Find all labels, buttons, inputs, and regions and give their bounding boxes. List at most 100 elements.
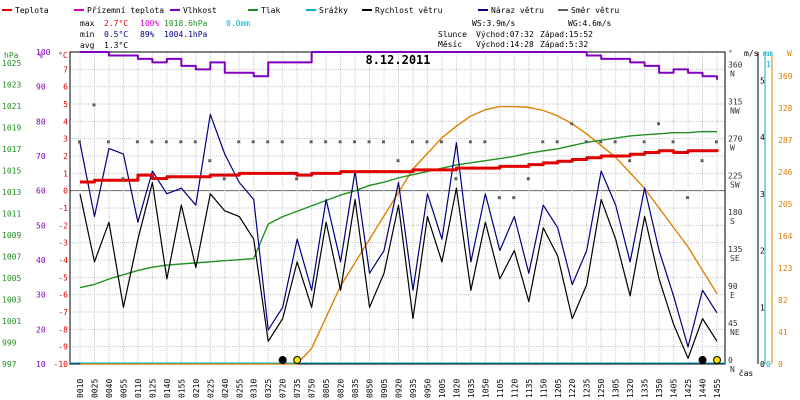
- wind-direction-point: [150, 140, 154, 144]
- winddir-cardinal-label: NE: [730, 328, 740, 337]
- x-tick-label: 0125: [148, 379, 157, 398]
- time-axis-label: čas: [739, 368, 754, 378]
- stats-avg-temp: 1.3°C: [104, 41, 128, 50]
- wind-speed-tick-label: 3: [760, 190, 765, 199]
- wind-direction-point: [483, 140, 487, 144]
- sun-set: Západ:15:52: [540, 30, 593, 39]
- pressure-tick-label: 1005: [2, 274, 21, 283]
- wind-direction-point: [468, 140, 472, 144]
- winddir-cardinal-label: E: [730, 291, 735, 300]
- solar-line: [80, 105, 718, 365]
- pressure-tick-label: 1007: [2, 252, 21, 261]
- x-tick-label: 0140: [163, 379, 172, 398]
- humidity-tick-label: 100: [36, 48, 51, 57]
- wind-wg: WG:4.6m/s: [568, 19, 612, 28]
- temp-tick-label: 5: [63, 100, 68, 109]
- wind-speed-tick-label: 2: [760, 247, 765, 256]
- x-tick-label: 1120: [510, 379, 519, 398]
- x-tick-label: 0720: [279, 379, 288, 398]
- wind-direction-point: [295, 177, 299, 181]
- winddir-tick-label: 0: [728, 356, 733, 365]
- sun-label: Slunce: [438, 30, 467, 39]
- ms-unit: m/s: [744, 49, 759, 58]
- wind-speed-tick-label: 4: [760, 133, 765, 142]
- solar-tick-label: 164: [778, 232, 793, 241]
- stats-block: max 2.7°C 100% 1018.6hPa 0.0mm min 0.5°C…: [80, 19, 250, 50]
- stats-min-temp: 0.5°C: [104, 30, 128, 39]
- wind-direction-point: [671, 140, 675, 144]
- legend-label: Srážky: [319, 6, 348, 15]
- wind-direction-point: [208, 159, 212, 163]
- wind-direction-point: [613, 140, 617, 144]
- x-tick-label: 1455: [713, 379, 722, 398]
- temp-tick-label: -1: [58, 204, 68, 213]
- x-tick-label: 0255: [235, 379, 244, 398]
- x-tick-label: 1405: [670, 379, 679, 398]
- legend-label: Náraz větru: [491, 6, 544, 15]
- wind-direction-point: [512, 196, 516, 200]
- temp-tick-label: 3: [63, 135, 68, 144]
- stats-min-press: 1004.1hPa: [164, 30, 208, 39]
- x-tick-label: 0920: [395, 379, 404, 398]
- stats-min-label: min: [80, 30, 95, 39]
- legend-label: Směr větru: [571, 6, 619, 15]
- x-tick-label: 1220: [568, 379, 577, 398]
- x-tick-label: 1350: [655, 379, 664, 398]
- moon-set-marker: [278, 356, 287, 364]
- gust-line: [79, 113, 718, 348]
- wind-direction-point: [541, 140, 545, 144]
- w-unit: W: [787, 49, 792, 58]
- wind-direction-point: [497, 196, 501, 200]
- temp-tick-label: -3: [58, 239, 68, 248]
- rain-tick-label: 0: [766, 360, 771, 369]
- legend-label: Přízemní teplota: [87, 6, 164, 15]
- temp-tick-label: 4: [63, 117, 68, 126]
- x-tick-label: 1205: [554, 379, 563, 398]
- temp-tick-label: 2: [63, 152, 68, 161]
- winddir-tick-label: 315: [728, 97, 743, 106]
- legend: Teplota Přízemní teplota Vlhkost Tlak Srážky…: [2, 6, 619, 15]
- pressure-unit: hPa: [4, 51, 19, 60]
- axes: -10-9-8-7-6-5-4-3-2-10123456799799910011…: [2, 48, 793, 374]
- wind-direction-point: [439, 140, 443, 144]
- pressure-tick-label: 1023: [2, 80, 21, 89]
- x-tick-label: 0735: [293, 379, 302, 398]
- x-tick-label: 1105: [496, 379, 505, 398]
- winddir-tick-label: 90: [728, 282, 738, 291]
- winddir-cardinal-label: W: [730, 143, 735, 152]
- x-tick-label: 1135: [525, 379, 534, 398]
- humidity-tick-label: 50: [36, 221, 46, 230]
- x-tick-label: 1150: [539, 379, 548, 398]
- solar-tick-label: 0: [778, 360, 783, 369]
- wind-direction-point: [396, 159, 400, 163]
- wind-speed-tick-label: 1: [760, 303, 765, 312]
- sun-rise-marker: [293, 356, 302, 364]
- pressure-tick-label: 1003: [2, 295, 21, 304]
- x-tick-label: 1035: [467, 379, 476, 398]
- x-tick-label: 0935: [409, 379, 418, 398]
- stats-min-hum: 89%: [140, 30, 155, 39]
- wind-direction-point: [454, 177, 458, 181]
- winddir-tick-label: 270: [728, 134, 743, 143]
- wind-direction-point: [526, 177, 530, 181]
- stats-max-hum: 100%: [140, 19, 159, 28]
- humidity-tick-label: 60: [36, 187, 46, 196]
- x-tick-label: 0805: [322, 379, 331, 398]
- wind-direction-point: [106, 140, 110, 144]
- stats-avg-label: avg: [80, 41, 95, 50]
- x-tick-label: 1020: [452, 379, 461, 398]
- wind-direction-point: [324, 140, 328, 144]
- legend-label: Teplota: [15, 6, 49, 15]
- x-tick-label: 0820: [337, 379, 346, 398]
- wind-speed-tick-label: 0: [760, 360, 765, 369]
- humidity-tick-label: 30: [36, 291, 46, 300]
- sun-rise: Východ:07:32: [476, 30, 534, 39]
- winddir-cardinal-label: N: [730, 69, 735, 78]
- wind-direction-point: [164, 140, 168, 144]
- humidity-tick-label: 40: [36, 256, 46, 265]
- x-tick-label: 1305: [612, 379, 621, 398]
- wind-direction-point: [584, 140, 588, 144]
- pressure-tick-label: 1017: [2, 145, 21, 154]
- x-tick-label: 0110: [134, 379, 143, 398]
- wind-direction-point: [280, 140, 284, 144]
